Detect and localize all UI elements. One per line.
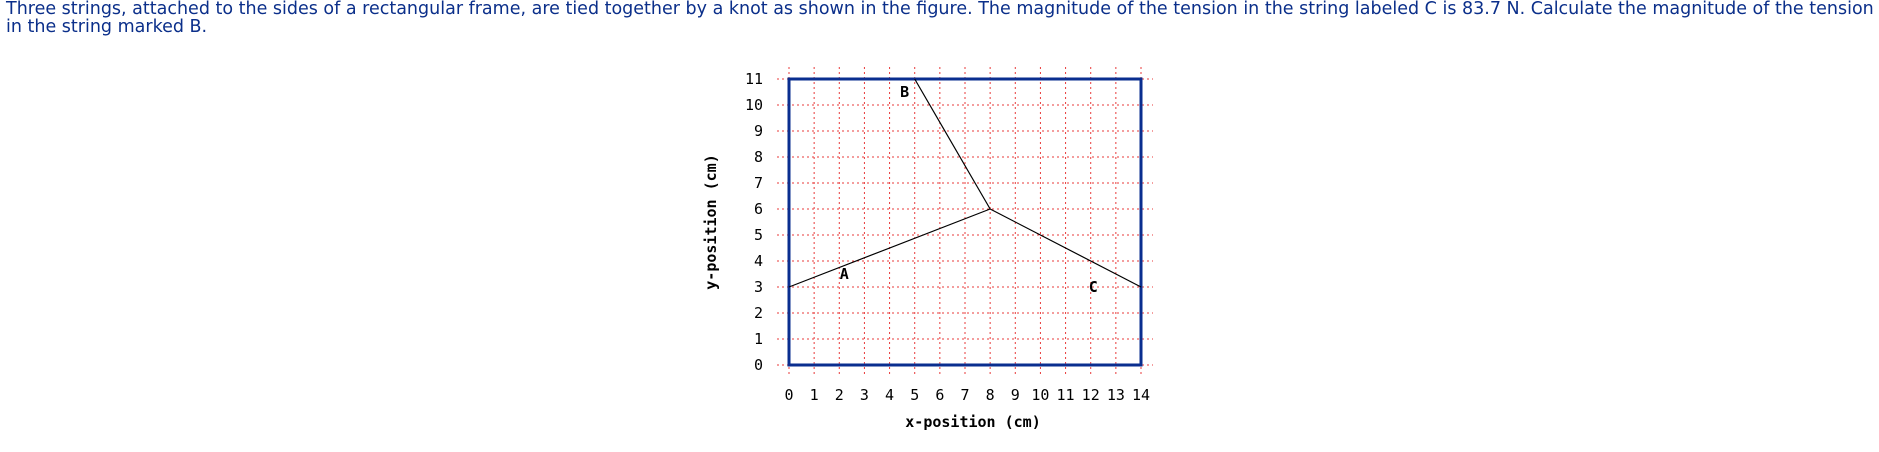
y-tick-label: 2 <box>754 304 763 322</box>
problem-text: Three strings, attached to the sides of … <box>6 0 1874 37</box>
x-tick-label: 4 <box>885 386 894 404</box>
string-a <box>788 208 991 288</box>
rectangular-frame <box>787 77 1143 367</box>
x-tick-label: 11 <box>1057 386 1075 404</box>
x-tick-label: 8 <box>986 386 995 404</box>
string-label-b: B <box>900 83 909 101</box>
string-labels: A B C <box>840 83 1098 296</box>
y-tick-label: 11 <box>745 70 763 88</box>
x-tick-label: 2 <box>835 386 844 404</box>
y-axis-label: y-position (cm) <box>702 154 720 289</box>
y-tick-label: 8 <box>754 148 763 166</box>
string-c <box>989 208 1142 288</box>
x-tick-label: 0 <box>784 386 793 404</box>
y-tick-label: 10 <box>745 96 763 114</box>
x-axis-label: x-position (cm) <box>905 413 1040 431</box>
x-tick-label: 3 <box>860 386 869 404</box>
y-tick-label: 5 <box>754 226 763 244</box>
x-tick-label: 6 <box>935 386 944 404</box>
string-label-c: C <box>1089 278 1098 296</box>
y-tick-label: 9 <box>754 122 763 140</box>
string-label-a: A <box>840 265 849 283</box>
x-tick-label: 10 <box>1031 386 1049 404</box>
y-tick-label: 1 <box>754 330 763 348</box>
x-tick-label: 9 <box>1011 386 1020 404</box>
x-tick-label: 13 <box>1107 386 1125 404</box>
grid <box>777 67 1153 377</box>
x-tick-label: 7 <box>960 386 969 404</box>
x-tick-label: 1 <box>810 386 819 404</box>
y-tick-label: 3 <box>754 278 763 296</box>
x-tick-label: 5 <box>910 386 919 404</box>
strings <box>788 78 1142 288</box>
y-tick-label: 6 <box>754 200 763 218</box>
x-tick-label: 12 <box>1082 386 1100 404</box>
y-tick-label: 7 <box>754 174 763 192</box>
x-tick-label: 14 <box>1132 386 1150 404</box>
y-tick-label: 4 <box>754 252 763 270</box>
string-b <box>914 78 991 210</box>
y-tick-label: 0 <box>754 356 763 374</box>
